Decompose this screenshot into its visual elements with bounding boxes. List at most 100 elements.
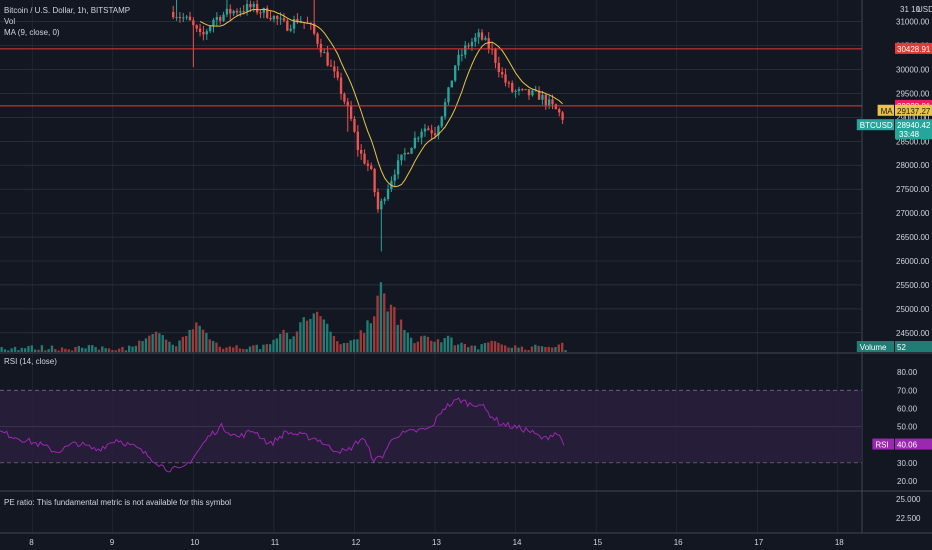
time-tick-label: 18 xyxy=(835,538,844,547)
candle-body xyxy=(182,17,185,19)
candle-body xyxy=(292,19,296,29)
rsi-tag-label: RSI xyxy=(875,441,888,450)
candle-body xyxy=(423,128,427,132)
volume-bar xyxy=(490,340,493,352)
volume-tag-label-bg xyxy=(856,341,894,352)
candle-body xyxy=(272,15,276,20)
candle-body xyxy=(346,101,349,106)
volume-bar xyxy=(154,331,158,352)
price-tick-label: 24500.00 xyxy=(896,329,930,338)
volume-bar xyxy=(47,349,50,352)
volume-bar xyxy=(74,347,77,352)
ma-price-tag-label: MA xyxy=(881,107,894,116)
volume-tag-bg xyxy=(895,341,932,352)
candle-body xyxy=(333,66,336,72)
volume-bar xyxy=(268,344,272,352)
candle-body xyxy=(430,130,433,134)
volume-bar xyxy=(463,344,467,352)
ma-legend: MA (9, close, 0) xyxy=(4,28,60,37)
volume-bar xyxy=(211,341,215,352)
volume-bar xyxy=(208,339,211,352)
time-tick-label: 15 xyxy=(593,538,602,547)
volume-bar xyxy=(225,347,228,352)
ma-price-tag-value: 29137.27 xyxy=(897,107,931,116)
volume-bar xyxy=(20,347,23,352)
candle-body xyxy=(450,80,453,88)
candle-body xyxy=(383,198,386,201)
volume-bar xyxy=(117,348,121,352)
volume-bar xyxy=(272,339,275,352)
candle-body xyxy=(202,31,205,35)
candle-body xyxy=(252,3,255,8)
candle-body xyxy=(477,32,480,38)
time-tick-label: 13 xyxy=(432,538,441,547)
candle-body xyxy=(185,16,188,18)
volume-bar xyxy=(138,340,141,352)
volume-bar xyxy=(530,346,534,352)
candle-body xyxy=(544,94,547,106)
volume-bar xyxy=(336,341,339,352)
candle-body xyxy=(249,3,252,8)
volume-bar xyxy=(426,336,430,352)
volume-bar xyxy=(487,342,490,352)
price-line-tag: 30428.91 xyxy=(895,42,932,54)
candle-body xyxy=(172,11,175,18)
volume-bar xyxy=(37,349,40,352)
time-tick-label: 14 xyxy=(513,538,522,547)
rsi-tick-label: 70.00 xyxy=(897,386,918,395)
volume-bar xyxy=(50,345,54,352)
volume-bar xyxy=(319,316,322,352)
volume-bar xyxy=(315,311,319,352)
candle-body xyxy=(279,18,282,20)
candle-body xyxy=(561,112,564,120)
candle-body xyxy=(386,189,390,199)
candle-body xyxy=(420,131,423,138)
volume-bar xyxy=(131,346,134,352)
volume-bar xyxy=(366,320,369,352)
candle-body xyxy=(537,90,541,100)
rsi-tag: RSI 40.06 xyxy=(872,438,932,450)
candle-body xyxy=(427,128,430,131)
volume-bar xyxy=(238,348,242,352)
volume-bar xyxy=(456,344,460,352)
volume-bar xyxy=(87,345,91,352)
volume-bar xyxy=(352,339,356,352)
candle-body xyxy=(521,89,524,91)
rsi-tick-label: 60.00 xyxy=(897,404,918,413)
rsi-tick-label: 50.00 xyxy=(897,423,918,432)
volume-bar xyxy=(497,342,500,352)
volume-bar xyxy=(305,320,309,352)
candle-body xyxy=(453,65,457,81)
volume-bar xyxy=(443,338,446,352)
volume-bar xyxy=(3,349,7,352)
candle-body xyxy=(282,18,286,21)
volume-bar xyxy=(174,346,178,352)
price-tick-label: 31000.00 xyxy=(896,18,930,27)
volume-bar xyxy=(299,322,302,352)
volume-bar xyxy=(57,350,60,352)
volume-bar xyxy=(527,350,530,352)
volume-bar xyxy=(329,331,332,352)
volume-bar xyxy=(44,350,47,352)
last-price-tag-label: BTCUSD xyxy=(860,121,893,130)
volume-bar xyxy=(7,350,10,352)
candle-body xyxy=(215,17,219,20)
pe-axis: 25.000 22.500 xyxy=(896,495,921,523)
volume-bar xyxy=(561,342,564,352)
volume-bar xyxy=(158,333,161,352)
ma-price-tag-bg xyxy=(895,104,932,116)
price-tick-label: 31 10 xyxy=(900,5,921,14)
candle-body xyxy=(403,152,406,155)
candle-body xyxy=(353,118,356,132)
candle-body xyxy=(188,16,192,21)
volume-bar xyxy=(446,335,450,352)
volume-bar xyxy=(265,344,268,352)
candle-body xyxy=(313,23,316,34)
price-line-tag-value: 30428.91 xyxy=(897,45,931,54)
candle-body xyxy=(514,90,517,92)
volume-bar xyxy=(23,348,27,352)
volume-bar xyxy=(309,318,312,352)
volume-bar xyxy=(97,349,101,352)
candle-body xyxy=(524,89,527,91)
